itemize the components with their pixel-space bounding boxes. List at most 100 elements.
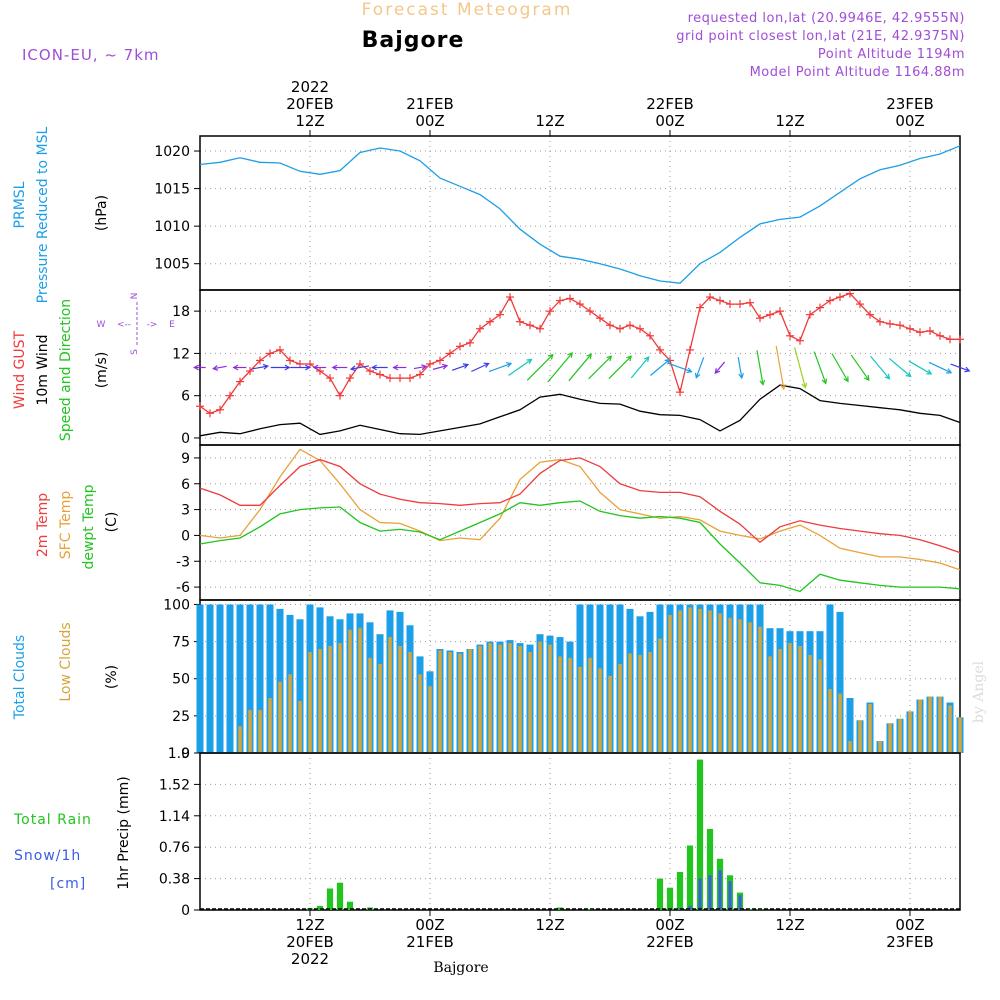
total-cloud-bar <box>836 611 844 753</box>
wind-gust-marker <box>236 377 244 386</box>
wind-gust-marker <box>316 367 324 376</box>
arrow-head <box>780 384 786 391</box>
low-cloud-bar <box>598 668 602 753</box>
arrow-head <box>441 363 449 370</box>
wind-direction-arrow <box>928 361 953 374</box>
arrow-head <box>738 373 744 380</box>
total-cloud-bar <box>196 604 204 753</box>
rain-bar <box>696 759 704 910</box>
arrow-head <box>547 353 554 360</box>
arrow-head <box>843 376 849 383</box>
top-tick-label: 12Z <box>775 112 804 130</box>
arrow-head <box>664 358 671 365</box>
low-cloud-bar <box>618 663 622 753</box>
top-tick-label: 2022 <box>291 78 329 96</box>
clouds-ytick-label: 25 <box>172 709 190 725</box>
low-cloud-bar <box>658 638 662 753</box>
arrow-head <box>392 364 399 371</box>
temperature-ytick-label: -6 <box>176 580 190 596</box>
wind-gust-marker <box>816 303 824 312</box>
wind-gust-marker <box>506 293 514 302</box>
low-cloud-bar <box>458 653 462 753</box>
wind-gust-marker <box>616 324 624 333</box>
low-cloud-bar <box>948 705 952 753</box>
pressure-line <box>199 145 961 284</box>
wind-gust-marker <box>536 324 544 333</box>
wind-compass: N S W E <-- -> <box>97 293 176 355</box>
precip-label-rain: Total Rain <box>13 812 92 828</box>
temperature-panel: -6 -3 0 3 6 9 <box>176 444 961 601</box>
watermark: by Angel <box>971 660 987 723</box>
total-cloud-bar <box>826 604 834 753</box>
wind-gust-marker <box>716 296 724 305</box>
snow-bar <box>718 870 722 910</box>
top-tick-label: 00Z <box>655 112 684 130</box>
bottom-tick-label: 20FEB <box>286 933 333 951</box>
arrow-head <box>714 368 721 375</box>
arrow-head <box>462 363 470 369</box>
arrow-shaft <box>908 360 932 375</box>
wind-ytick-label: 12 <box>172 346 190 362</box>
wind-direction-arrow <box>252 363 270 370</box>
arrow-shaft <box>650 359 670 376</box>
wind-gust-marker <box>406 374 414 383</box>
wind-gust-marker <box>256 356 264 365</box>
low-cloud-bar <box>428 686 432 753</box>
wind-gust-marker <box>646 331 654 340</box>
wind-gust-marker <box>306 359 314 368</box>
low-cloud-bar <box>608 675 612 753</box>
rain-bar <box>326 888 334 910</box>
arrow-head <box>686 367 693 373</box>
wind-label-unit: (m/s) <box>94 352 110 389</box>
wind-ylabels: Wind GUST 10m Wind Speed and Direction (… <box>12 299 110 441</box>
pressure-label-prmsl: PRMSL <box>12 181 28 228</box>
top-tick-label: 20FEB <box>286 95 333 113</box>
wind-gust-marker <box>376 370 384 379</box>
wind-gust-marker <box>776 307 784 316</box>
arrow-head <box>926 369 933 375</box>
arrow-shaft <box>588 355 612 380</box>
wind-gust-marker <box>546 307 554 316</box>
arrow-shaft <box>668 362 692 373</box>
wind-gust-marker <box>346 374 354 383</box>
arrow-shaft <box>888 358 912 377</box>
arrow-shaft <box>526 354 554 381</box>
wind-gust-marker <box>906 324 914 333</box>
model-point-altitude: Model Point Altitude 1164.88m <box>750 65 965 80</box>
wind-gust-marker <box>956 335 964 344</box>
wind-gust-marker <box>496 310 504 319</box>
wind-direction-arrow <box>813 351 828 385</box>
wind-label-speed-dir: Speed and Direction <box>58 299 74 441</box>
low-cloud-bar <box>488 643 492 753</box>
top-tick-label: 21FEB <box>406 95 453 113</box>
snow-bar <box>728 881 732 910</box>
low-cloud-bar <box>348 629 352 753</box>
low-cloud-bar <box>528 652 532 753</box>
arrow-head <box>586 353 593 360</box>
rain-bar <box>336 882 344 910</box>
rain-bar <box>346 901 354 910</box>
compass-w: W <box>97 320 106 330</box>
low-cloud-bar <box>468 649 472 753</box>
arrow-shaft <box>252 365 268 370</box>
precip-labels: Total Rain Snow/1h [cm] 1hr Precip (mm) <box>13 776 132 892</box>
wind-gust-marker <box>286 356 294 365</box>
wind-gust-marker <box>396 374 404 383</box>
location-title: Bajgore <box>362 28 465 53</box>
wind-gust-marker <box>336 391 344 400</box>
arrow-shaft <box>568 353 592 382</box>
temperature-ylabels: 2m Temp SFC Temp dewpt Temp (C) <box>35 484 120 569</box>
wind-gust-marker <box>896 321 904 330</box>
wind-direction-arrow <box>888 358 912 378</box>
wind-gust-marker <box>936 331 944 340</box>
low-cloud-bar <box>298 701 302 753</box>
precip-panel: 0 0.38 0.76 1.14 1.52 1.9 <box>159 746 961 919</box>
total-cloud-bar <box>276 608 284 753</box>
low-cloud-bar <box>958 717 962 753</box>
arrow-shaft <box>714 361 726 374</box>
clouds-ylabels: Total Clouds Low Clouds (%) <box>12 622 120 720</box>
wind-direction-arrow <box>908 360 933 375</box>
low-cloud-bar <box>888 723 892 753</box>
footer-location: Bajgore <box>433 960 488 976</box>
low-cloud-bar <box>558 656 562 753</box>
